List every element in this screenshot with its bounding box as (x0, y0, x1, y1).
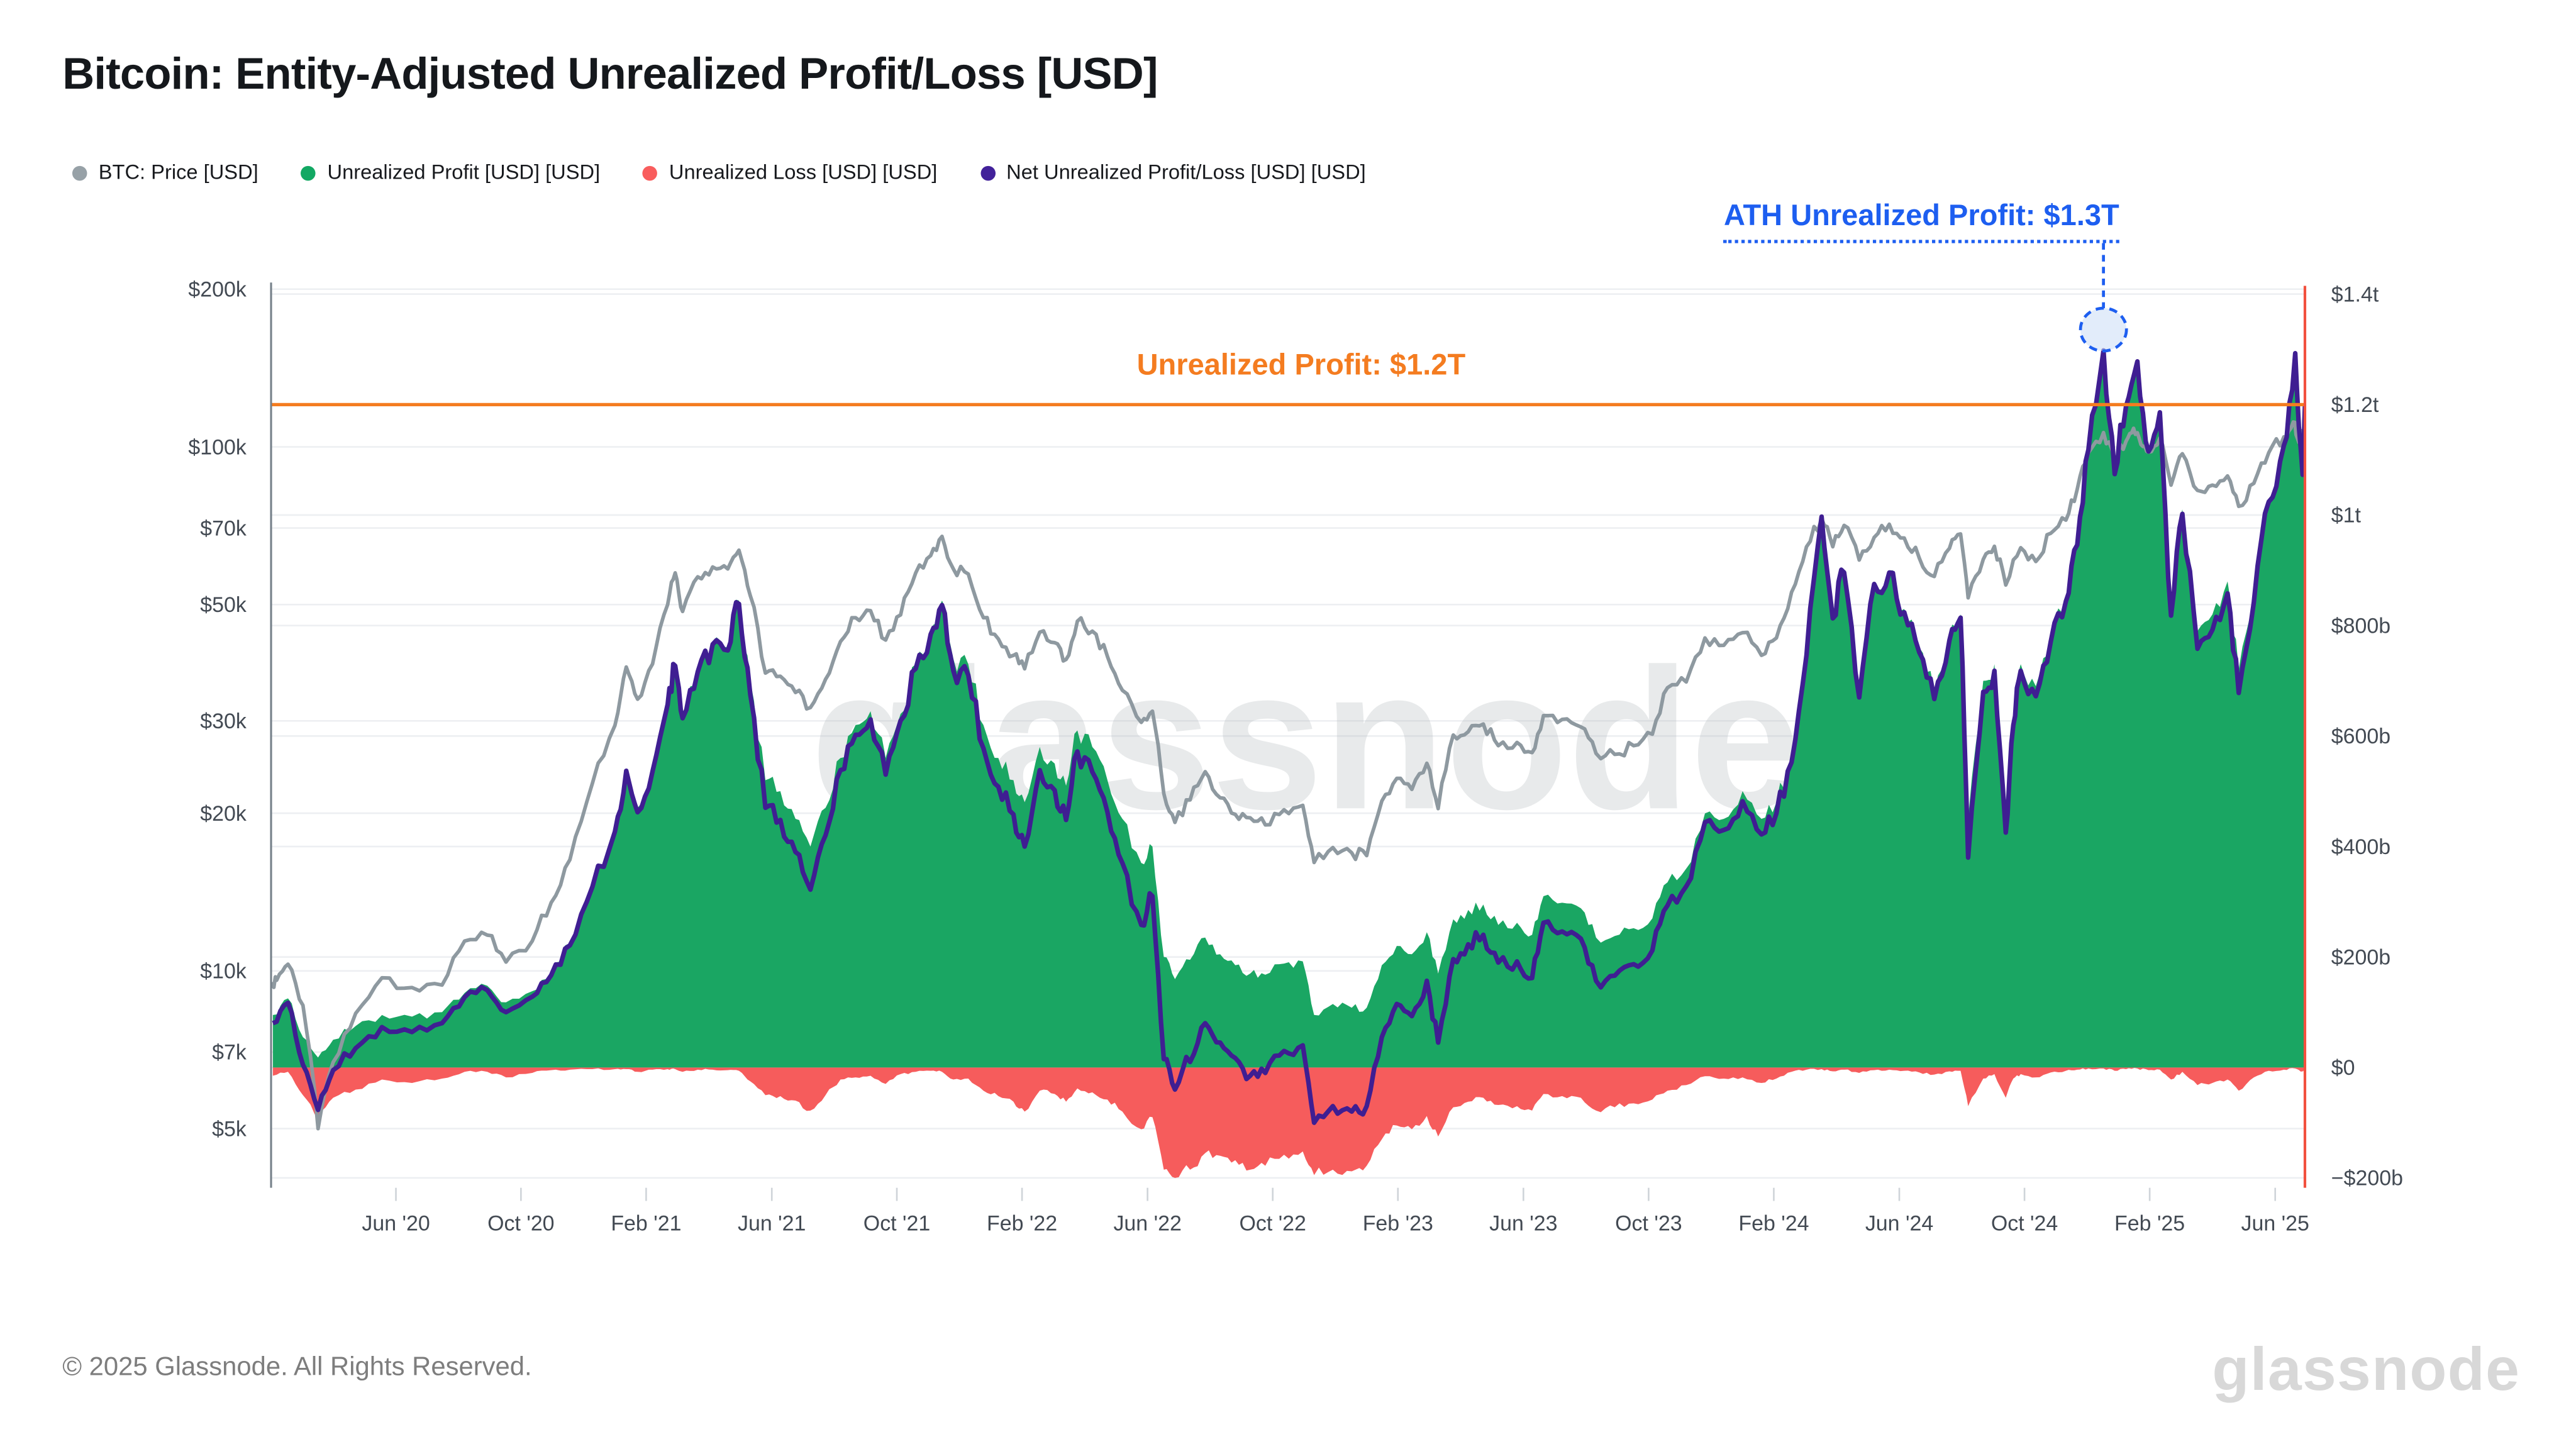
ath-annotation-label: ATH Unrealized Profit: $1.3T (1723, 199, 2119, 243)
x-tick-label: Oct '20 (487, 1212, 554, 1236)
left-axis-tick-label: $5k (212, 1117, 247, 1141)
left-axis-tick-label: $30k (200, 709, 247, 733)
unrealized-profit-annotation-label: Unrealized Profit: $1.2T (1136, 348, 1466, 382)
right-axis-tick-label: $1.2t (2331, 393, 2379, 417)
legend-item-btc-price[interactable]: BTC: Price [USD] (72, 161, 258, 184)
glassnode-logo: glassnode (2212, 1335, 2521, 1403)
unrealized-loss-area (272, 1067, 2305, 1178)
net-unrealized-line (272, 348, 2305, 1125)
legend-item-unrealized-profit[interactable]: Unrealized Profit [USD] [USD] (301, 161, 601, 184)
left-axis-tick-label: $20k (200, 802, 247, 826)
right-axis-tick-label: $400b (2331, 835, 2390, 859)
legend-label: BTC: Price [USD] (98, 161, 258, 184)
legend-item-unrealized-loss[interactable]: Unrealized Loss [USD] [USD] (643, 161, 937, 184)
x-tick-label: Feb '24 (1738, 1212, 1809, 1236)
legend: BTC: Price [USD] Unrealized Profit [USD] … (72, 161, 1366, 184)
left-axis-tick-label: $50k (200, 593, 247, 617)
series-layer (271, 348, 2305, 1178)
x-tick-label: Oct '24 (1991, 1212, 2058, 1236)
x-tick-label: Feb '21 (611, 1212, 681, 1236)
x-tick-label: Feb '23 (1363, 1212, 1433, 1236)
legend-dot-unrealized-loss (643, 165, 658, 180)
x-tick-label: Oct '22 (1239, 1212, 1306, 1236)
legend-item-net-unrealized[interactable]: Net Unrealized Profit/Loss [USD] [USD] (980, 161, 1366, 184)
copyright-text: © 2025 Glassnode. All Rights Reserved. (62, 1353, 532, 1382)
legend-dot-net-unrealized (980, 165, 995, 180)
x-tick-label: Jun '24 (1865, 1212, 1933, 1236)
x-tick-label: Jun '20 (362, 1212, 430, 1236)
btc-price-line (271, 420, 2305, 1131)
page-title: Bitcoin: Entity-Adjusted Unrealized Prof… (62, 49, 1158, 99)
legend-dot-unrealized-profit (301, 165, 316, 180)
x-tick-label: Jun '25 (2241, 1212, 2309, 1236)
x-tick-label: Feb '22 (987, 1212, 1057, 1236)
legend-label: Unrealized Profit [USD] [USD] (327, 161, 601, 184)
x-tick-label: Oct '23 (1615, 1212, 1682, 1236)
unrealized-profit-area (272, 349, 2305, 1068)
x-tick-label: Jun '21 (738, 1212, 806, 1236)
x-tick-label: Jun '23 (1489, 1212, 1557, 1236)
right-axis-tick-label: $200b (2331, 945, 2390, 969)
x-tick-label: Feb '25 (2114, 1212, 2185, 1236)
legend-label: Unrealized Loss [USD] [USD] (669, 161, 938, 184)
right-axis-tick-label: $800b (2331, 614, 2390, 638)
left-axis-tick-label: $7k (212, 1041, 247, 1065)
left-axis-tick-label: $100k (188, 435, 247, 459)
left-axis-tick-label: $70k (200, 516, 247, 540)
x-tick-label: Oct '21 (863, 1212, 930, 1236)
ath-marker-ellipse[interactable] (2079, 306, 2128, 353)
left-axis-tick-label: $10k (200, 960, 247, 984)
right-axis-tick-label: −$200b (2331, 1167, 2403, 1191)
left-axis-tick-label: $200k (188, 278, 247, 302)
right-axis-tick-label: $1t (2331, 504, 2362, 528)
x-axis-ticks (395, 1187, 2277, 1201)
right-axis-tick-label: $600b (2331, 724, 2390, 748)
legend-label: Net Unrealized Profit/Loss [USD] [USD] (1006, 161, 1366, 184)
axis-labels: Jun '20 Oct '20 Feb '21 Jun '21 Oct '21 Feb '… (188, 278, 2403, 1236)
x-tick-label: Jun '22 (1113, 1212, 1181, 1236)
legend-dot-btc-price (72, 165, 87, 180)
right-axis-tick-label: $1.4t (2331, 282, 2379, 306)
right-axis-tick-label: $0 (2331, 1056, 2355, 1080)
